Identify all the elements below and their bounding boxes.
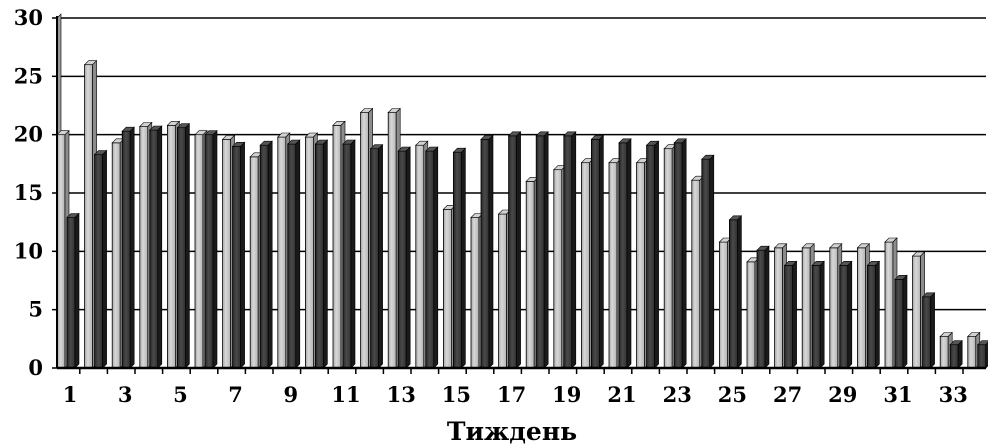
x-tick-label: 13 [387,382,416,407]
bar-series2-10 [314,139,329,369]
bar-series2-2 [93,149,108,369]
x-axis-tick-labels: 1 3 5 7 9 11 13 15 17 19 21 23 25 27 29 31 33 [63,382,968,407]
bar-series2-22 [645,140,660,369]
bar-series2-15 [452,147,467,369]
bar-series2-32 [921,292,936,369]
bar-series2-30 [866,260,881,369]
bar-series2-6 [204,129,218,369]
x-tick-label: 19 [552,382,581,407]
y-tick-label: 10 [14,238,43,263]
bar-series2-20 [590,134,605,369]
bar-series2-24 [701,154,715,369]
x-tick-label: 23 [663,382,692,407]
bar-series2-33 [949,339,963,369]
x-axis-title: Тиждень [447,417,577,446]
axes [52,16,986,374]
bar-series2-3 [121,126,135,369]
x-tick-label: 29 [828,382,857,407]
y-tick-label: 25 [14,63,43,88]
x-tick-label: 21 [607,382,636,407]
y-tick-label: 30 [14,5,43,30]
bar-series2-13 [397,146,411,369]
y-tick-label: 5 [28,297,43,322]
bar-series2-28 [811,260,825,369]
bar-series2-25 [728,215,743,369]
x-tick-label: 25 [718,382,747,407]
y-tick-label: 20 [14,122,43,147]
x-tick-label: 1 [63,382,78,407]
y-tick-label: 0 [28,355,43,380]
x-tick-label: 9 [283,382,298,407]
bar-series2-5 [176,122,191,369]
bar-series2-1 [66,212,80,369]
bar-series2-11 [342,139,356,369]
bar-series2-34 [977,340,988,369]
bar-series2-8 [259,140,273,369]
y-axis-tick-labels: 0 5 10 15 20 25 30 [14,5,43,380]
x-tick-label: 17 [497,382,526,407]
x-tick-label: 3 [118,382,133,407]
y-tick-label: 15 [14,180,43,205]
bar-series2-29 [839,260,853,369]
bar-series2-4 [149,125,163,369]
bar-series2-18 [535,131,549,369]
bar-series2-12 [369,143,384,369]
bar-series2-19 [563,131,577,369]
x-tick-label: 7 [228,382,243,407]
bar-series2-17 [507,131,522,369]
bar-series2-14 [425,146,439,369]
bar-series2-21 [618,138,632,369]
bars [56,59,988,369]
x-tick-label: 11 [331,382,360,407]
bar-series2-23 [673,138,687,369]
x-tick-label: 5 [173,382,188,407]
x-tick-label: 15 [442,382,471,407]
bar-series2-31 [894,274,908,369]
bar-series2-27 [783,260,798,369]
x-tick-label: 27 [773,382,802,407]
bar-series2-26 [756,245,770,369]
bar-series2-7 [231,141,246,369]
x-tick-label: 31 [883,382,912,407]
bar-series2-16 [480,134,494,369]
x-tick-label: 33 [939,382,968,407]
bar-series2-9 [287,139,301,369]
